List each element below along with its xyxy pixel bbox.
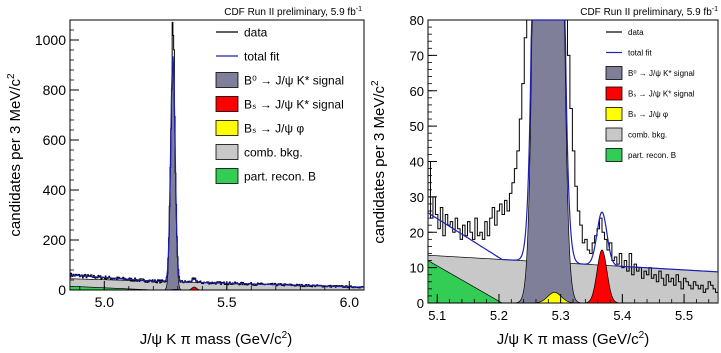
legend-swatch [215, 72, 239, 88]
legend-label: B⁰ → J/ψ K* signal [628, 69, 695, 78]
total-fit-curve [427, 19, 719, 273]
x-tick-label: 5.0 [95, 294, 115, 310]
legend-entry: Bₛ → J/ψ φ [215, 120, 304, 136]
x-tick-label: 5.3 [552, 308, 570, 323]
legend-label: data [244, 26, 268, 40]
x-tick-label: 5.5 [217, 294, 237, 310]
y-tick-label: 10 [410, 261, 424, 276]
right-axes: 5.1 5.2 5.3 5.4 5.5 0 10 20 30 40 50 60 70 80 [410, 13, 710, 323]
legend-entry: part. recon. B [215, 168, 316, 184]
right-x-axis-label: J/ψ K π mass (GeV/c2) [497, 330, 649, 348]
y-tick-label: 50 [410, 119, 424, 134]
right-component-areas [427, 19, 719, 304]
left-axes: 5.0 5.5 6.0 0 200 400 600 800 1000 [35, 19, 360, 310]
x-tick-label: 6.0 [340, 294, 360, 310]
legend-label: total fit [628, 49, 652, 58]
legend-label: part. recon. B [628, 151, 676, 160]
legend-label: Bₛ → J/ψ φ [628, 110, 668, 119]
left-x-axis-label: J/ψ K π mass (GeV/c2) [140, 330, 292, 348]
x-tick-label: 5.2 [490, 308, 508, 323]
legend-label: Bₛ → J/ψ φ [244, 122, 304, 136]
y-tick-label: 70 [410, 48, 424, 63]
legend-label: Bₛ → J/ψ K* signal [244, 98, 344, 112]
y-tick-label: 200 [43, 232, 67, 248]
left-plot-subtitle: CDF Run II preliminary, 5.9 fb-1 [224, 6, 362, 18]
legend-entry: Bₛ → J/ψ K* signal [215, 96, 344, 112]
legend-label: comb. bkg. [244, 146, 303, 160]
legend-entry: comb. bkg. [215, 144, 303, 160]
left-panel: 5.0 5.5 6.0 0 200 400 600 800 1000 data total fit… [6, 6, 365, 348]
legend-swatch [605, 127, 623, 142]
legend-swatch [605, 86, 623, 101]
bs-jpsi-kstar-area [70, 286, 364, 291]
legend-label: Bₛ → J/ψ K* signal [628, 90, 695, 99]
right-panel: 5.1 5.2 5.3 5.4 5.5 0 10 20 30 40 50 60 70 80 data tot… [370, 6, 719, 348]
left-legend: data total fit B⁰ → J/ψ K* signal Bₛ → J/ψ … [215, 26, 344, 184]
legend-label: comb. bkg. [628, 131, 667, 140]
y-tick-label: 60 [410, 84, 424, 99]
left-y-axis-label: candidates per 3 MeV/c2 [6, 73, 24, 237]
legend-label: B⁰ → J/ψ K* signal [244, 74, 344, 88]
right-legend: data total fit B⁰ → J/ψ K* signal Bₛ → J/ψ … [605, 28, 695, 162]
legend-entry: comb. bkg. [605, 127, 667, 142]
legend-swatch [215, 96, 239, 112]
right-y-axis-label: candidates per 3 MeV/c2 [370, 80, 388, 244]
legend-swatch [215, 120, 239, 136]
right-curves [427, 19, 719, 293]
left-curves [69, 21, 365, 289]
legend-entry: B⁰ → J/ψ K* signal [605, 66, 695, 80]
y-tick-label: 1000 [35, 32, 66, 48]
y-tick-label: 30 [410, 190, 424, 205]
y-tick-label: 600 [43, 132, 67, 148]
y-tick-label: 400 [43, 182, 67, 198]
legend-entry: total fit [216, 50, 280, 64]
legend-entry: B⁰ → J/ψ K* signal [215, 72, 344, 88]
legend-swatch [605, 66, 623, 80]
legend-entry: Bₛ → J/ψ K* signal [605, 86, 695, 101]
right-plot-subtitle: CDF Run II preliminary, 5.9 fb-1 [580, 6, 718, 18]
data-histogram [428, 19, 718, 293]
total-fit-curve [69, 56, 365, 288]
x-tick-label: 5.4 [613, 308, 631, 323]
y-tick-label: 80 [410, 13, 424, 28]
y-tick-label: 40 [410, 155, 424, 170]
x-tick-label: 5.1 [428, 308, 446, 323]
legend-entry: Bₛ → J/ψ φ [605, 107, 668, 121]
legend-label: data [628, 28, 644, 37]
legend-swatch [215, 144, 239, 160]
legend-entry: data [606, 28, 644, 37]
y-tick-label: 800 [43, 82, 67, 98]
y-tick-label: 0 [417, 296, 424, 311]
legend-label: part. recon. B [244, 170, 316, 184]
legend-entry: data [216, 26, 268, 40]
legend-swatch [605, 107, 623, 121]
y-tick-label: 20 [410, 225, 424, 240]
x-tick-label: 5.5 [675, 308, 693, 323]
legend-swatch [605, 148, 623, 162]
legend-swatch [215, 168, 239, 184]
legend-entry: part. recon. B [605, 148, 676, 162]
legend-label: total fit [244, 50, 280, 64]
y-tick-label: 0 [58, 282, 66, 298]
legend-entry: total fit [606, 49, 652, 58]
